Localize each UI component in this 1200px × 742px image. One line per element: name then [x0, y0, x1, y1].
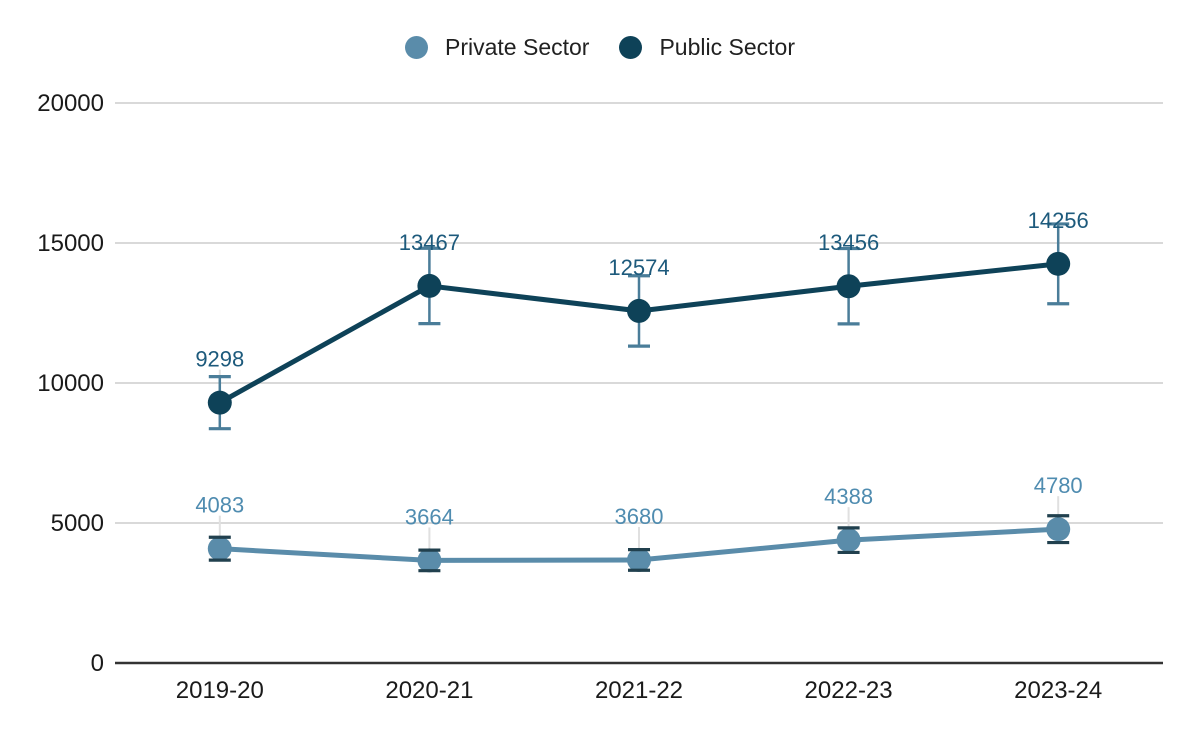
y-axis-tick-label: 20000: [37, 90, 104, 117]
x-axis-tick-label: 2021-22: [595, 677, 683, 704]
y-axis-tick-label: 5000: [51, 510, 104, 537]
legend-label-public-sector: Public Sector: [659, 34, 795, 60]
x-axis-tick-label: 2020-21: [385, 677, 473, 704]
x-axis-tick-label: 2022-23: [805, 677, 893, 704]
data-point-label-public-sector: 9298: [195, 347, 244, 372]
y-axis-tick-label: 0: [91, 650, 104, 677]
data-point-marker-private-sector[interactable]: [207, 536, 232, 561]
data-point-label-public-sector: 12574: [608, 255, 669, 280]
data-point-label-public-sector: 14256: [1028, 208, 1089, 233]
data-point-label-private-sector: 3680: [615, 504, 664, 529]
legend-item-private-sector[interactable]: Private Sector: [405, 36, 589, 59]
y-axis-tick-label: 15000: [37, 230, 104, 257]
data-point-label-public-sector: 13456: [818, 230, 879, 255]
data-point-marker-private-sector[interactable]: [836, 528, 861, 553]
x-axis-tick-label: 2023-24: [1014, 677, 1102, 704]
data-point-marker-private-sector[interactable]: [627, 547, 651, 572]
data-point-marker-private-sector[interactable]: [1046, 517, 1071, 542]
public-sector-swatch-icon: [619, 36, 643, 59]
data-point-marker-public-sector[interactable]: [1046, 251, 1071, 276]
data-point-marker-private-sector[interactable]: [417, 548, 442, 573]
data-point-label-public-sector: 13467: [399, 230, 460, 255]
y-axis-tick-label: 10000: [37, 370, 104, 397]
data-point-marker-public-sector[interactable]: [836, 274, 861, 299]
data-point-marker-public-sector[interactable]: [207, 390, 232, 415]
data-point-marker-public-sector[interactable]: [417, 273, 442, 298]
data-point-label-private-sector: 3664: [405, 504, 454, 529]
x-axis-tick-label: 2019-20: [176, 677, 264, 704]
legend-label-private-sector: Private Sector: [445, 34, 590, 60]
data-point-label-private-sector: 4388: [824, 484, 873, 509]
data-point-label-private-sector: 4083: [195, 493, 244, 518]
legend-item-public-sector[interactable]: Public Sector: [619, 36, 795, 59]
data-point-label-private-sector: 4780: [1034, 473, 1083, 498]
private-sector-swatch-icon: [405, 36, 429, 59]
chart-legend: Private Sector Public Sector: [0, 36, 1200, 59]
data-point-marker-public-sector[interactable]: [627, 298, 651, 323]
